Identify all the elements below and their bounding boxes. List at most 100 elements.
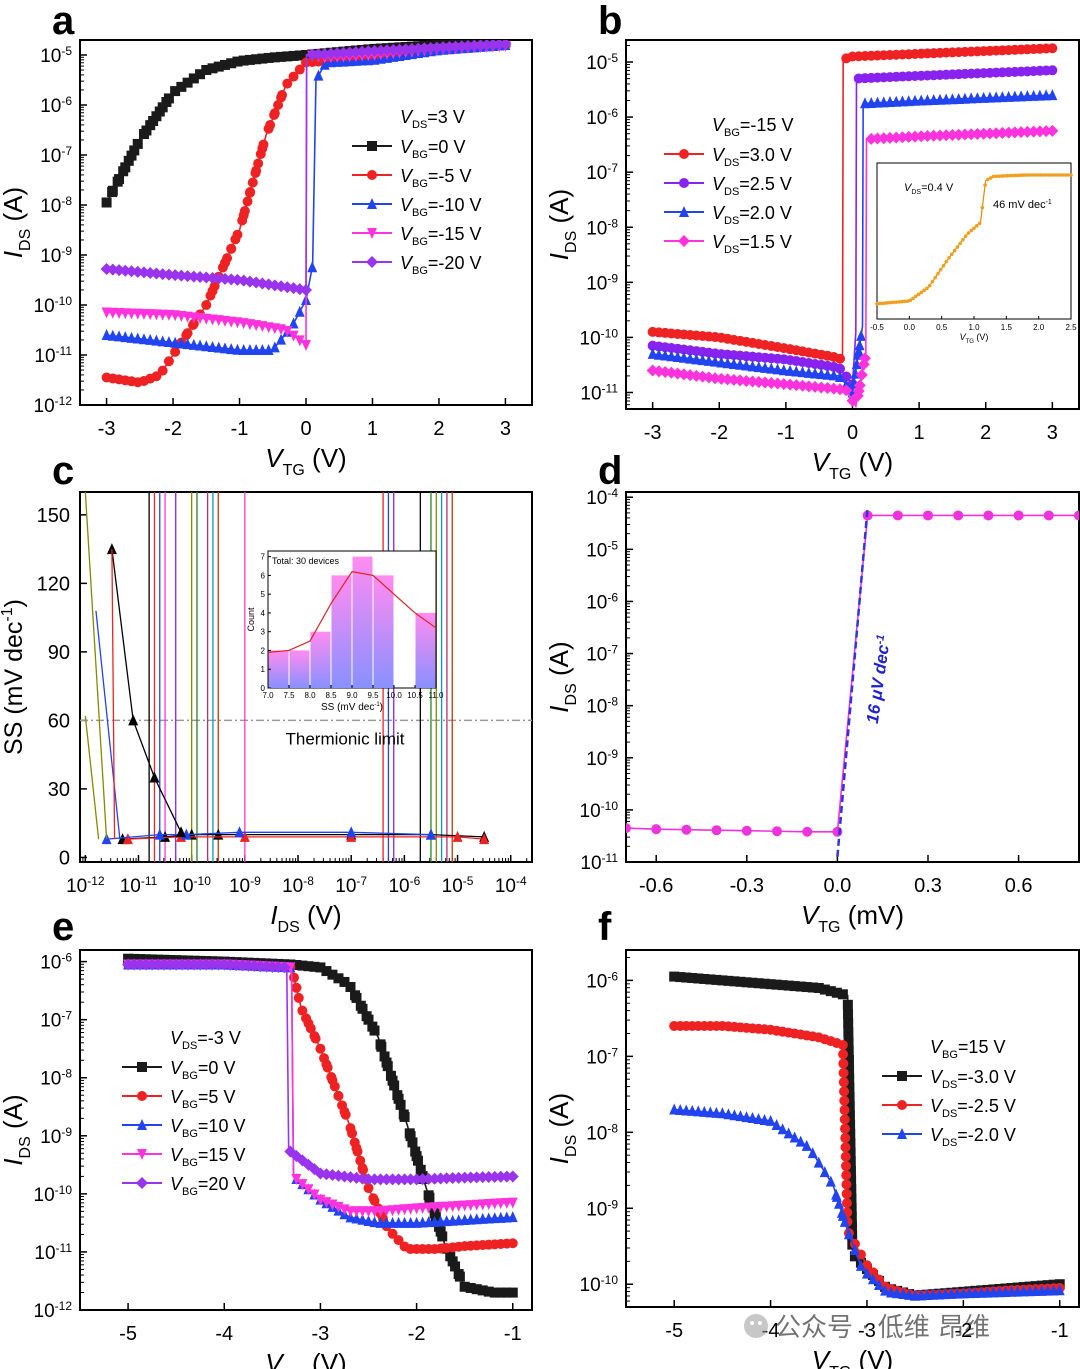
series-25	[95, 610, 121, 840]
inset-point	[1027, 173, 1032, 177]
plot-frame	[79, 491, 533, 863]
y-tick-label-main: 10	[586, 1123, 607, 1144]
inset-point	[983, 183, 987, 187]
x-axis-label-sub: TG	[283, 1367, 305, 1369]
data-point	[845, 1147, 856, 1158]
data-point	[368, 1193, 379, 1204]
data-point	[291, 1173, 302, 1185]
y-tick-label: 10-8	[40, 194, 72, 217]
plot-frame	[625, 491, 1080, 863]
x-axis-label: VTG (V)	[265, 443, 346, 479]
data-point	[845, 1165, 856, 1176]
data-point	[747, 977, 758, 988]
data-point	[856, 329, 867, 341]
data-point	[765, 979, 776, 990]
legend-title: VBG=15 V	[930, 1037, 1005, 1061]
data-point	[835, 370, 846, 382]
panel-c: 10-12 10-11 10-10 10-9 10-8 10-7 10-6 10-5 10-40…	[0, 491, 533, 936]
histogram-bar	[415, 612, 436, 688]
inset-c: 7.0 7.5 8.0 8.5 9.0 9.5 10.0 10.5 11.0 0 1 2 3 4 5 6 7 To…	[246, 550, 444, 713]
series-5	[100, 40, 512, 296]
data-point	[841, 371, 852, 382]
data-point	[339, 976, 350, 987]
data-point	[213, 341, 224, 353]
data-point	[263, 52, 274, 63]
legend-swatch-marker	[679, 178, 689, 188]
inset-point	[1013, 173, 1018, 178]
x-axis-label-sub: TG	[818, 919, 840, 936]
inset-x-tick-label: 2.5	[1065, 323, 1077, 332]
data-point	[450, 1261, 461, 1272]
y-tick-label-main: 10	[34, 1301, 55, 1322]
x-axis-label-rest: (V)	[305, 1348, 347, 1369]
legend-label-main: V	[170, 1174, 184, 1194]
y-tick-label-sup: -8	[61, 1067, 72, 1081]
x-tick-label: -0.6	[639, 875, 673, 897]
data-point	[152, 958, 165, 971]
inset-point	[963, 234, 968, 238]
data-point	[374, 1173, 387, 1186]
data-point	[291, 960, 302, 970]
legend-label-main: V	[400, 166, 414, 186]
y-tick-label-sup: -6	[607, 969, 618, 983]
data-point	[163, 356, 174, 367]
x-tick-label-main: 10	[66, 876, 87, 897]
data-point	[278, 961, 291, 974]
data-point	[836, 1206, 847, 1218]
data-point	[118, 166, 129, 177]
legend-title-sub: DS	[412, 119, 427, 131]
data-point	[310, 1033, 321, 1044]
data-point	[846, 1175, 857, 1186]
data-point	[840, 1142, 851, 1153]
data-point	[983, 510, 994, 521]
data-point	[301, 1013, 311, 1024]
data-point	[741, 977, 752, 988]
data-point	[760, 361, 771, 373]
data-point	[146, 958, 159, 971]
y-axis-label-main: SS (mV dec	[0, 622, 28, 755]
y-tick-label-main: 10	[586, 971, 607, 992]
data-point	[253, 158, 264, 169]
legend-swatch-marker	[367, 141, 377, 151]
data-point	[245, 187, 256, 197]
data-point	[1074, 510, 1079, 521]
data-point	[861, 1267, 872, 1279]
legend-swatch-marker	[137, 1119, 147, 1130]
y-axis-label-sub: DS	[563, 683, 580, 705]
data-point	[653, 348, 664, 360]
data-point	[163, 336, 174, 348]
data-point	[294, 64, 305, 75]
y-tick-label-main: 10	[586, 540, 607, 561]
data-point	[840, 1160, 851, 1171]
histogram-bar	[352, 556, 373, 688]
data-point	[898, 1288, 909, 1300]
data-point	[710, 355, 721, 367]
y-tick-label-sup: -10	[55, 294, 73, 308]
y-tick-label: 0	[59, 847, 70, 869]
x-axis-label-sub: TG	[829, 1364, 851, 1369]
data-point	[495, 1287, 506, 1298]
data-point	[424, 1192, 435, 1203]
inset-x-label: VTG (V)	[960, 332, 989, 345]
data-point	[247, 177, 258, 188]
legend-entry: VBG=20 V	[122, 1174, 245, 1198]
legend-title-main: V	[712, 115, 726, 135]
y-tick-label-sup: -7	[61, 1009, 72, 1023]
data-point	[129, 145, 140, 156]
inset-point	[969, 228, 974, 233]
y-tick-label-main: 10	[580, 1275, 601, 1296]
legend-label-main: V	[712, 174, 726, 194]
y-tick-label-sup: -8	[607, 695, 618, 709]
data-point	[837, 989, 848, 1000]
data-point	[128, 958, 141, 971]
y-tick-label: 10-6	[40, 94, 72, 117]
series-2	[669, 1020, 1065, 1301]
series-line	[111, 549, 182, 833]
legend-label: VDS=3.0 V	[712, 145, 792, 169]
y-tick-label: 10-10	[580, 1273, 619, 1296]
y-tick-label-main: 10	[40, 46, 61, 67]
data-point	[839, 1215, 850, 1227]
data-point	[404, 1173, 417, 1186]
data-point	[845, 1138, 856, 1149]
y-tick-label-main: 10	[586, 645, 607, 666]
